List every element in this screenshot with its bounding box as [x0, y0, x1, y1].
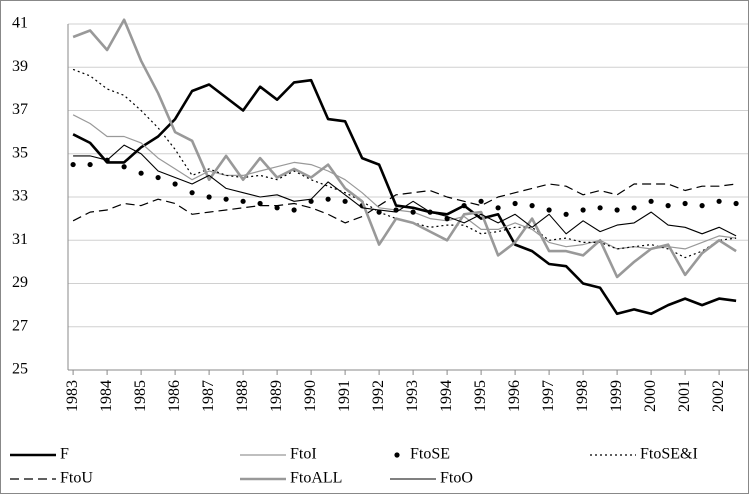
data-point [716, 198, 722, 204]
data-point [172, 181, 178, 187]
data-point [274, 205, 280, 211]
data-point [155, 174, 161, 181]
x-tick-label: 1989 [268, 380, 285, 412]
x-tick-label: 1986 [166, 380, 183, 412]
legend-item: FtoO [390, 470, 473, 487]
data-point [206, 194, 212, 200]
legend-item: F [10, 446, 69, 463]
legend-item: FtoI [240, 446, 317, 463]
data-point [70, 161, 76, 168]
legend-label: FtoALL [290, 470, 342, 487]
data-point [257, 200, 263, 207]
data-point [631, 205, 637, 211]
legend-item: FtoSE [394, 446, 450, 463]
data-point [699, 203, 705, 209]
data-point [733, 200, 739, 207]
x-tick-label: 1993 [404, 380, 421, 412]
data-point [682, 200, 688, 207]
y-tick-label: 37 [12, 101, 28, 118]
data-point [240, 198, 246, 204]
y-tick-label: 41 [12, 15, 28, 32]
x-tick-label: 1995 [472, 380, 489, 412]
data-point [87, 161, 93, 168]
data-point [308, 198, 314, 204]
series-line [72, 18, 737, 279]
x-tick-label: 1994 [438, 380, 455, 412]
legend-label: FtoU [60, 470, 93, 487]
x-tick-label: 1997 [540, 380, 557, 412]
x-tick-label: 1992 [370, 380, 387, 412]
data-point [223, 196, 229, 202]
x-tick-label: 1998 [574, 380, 591, 412]
series-line [72, 183, 737, 224]
data-point [580, 207, 586, 213]
series-line [72, 114, 737, 250]
y-tick-label: 35 [12, 144, 28, 161]
x-tick-label: 2001 [676, 380, 693, 412]
y-tick-label: 29 [12, 274, 28, 291]
data-point [563, 211, 569, 217]
data-point [138, 170, 144, 176]
y-tick-label: 31 [12, 231, 28, 248]
data-point [648, 198, 654, 204]
x-tick-label: 1996 [506, 380, 523, 412]
x-tick-label: 1990 [302, 380, 319, 412]
data-point [597, 205, 603, 211]
legend-item: FtoU [10, 470, 93, 487]
data-point [478, 198, 484, 204]
x-tick-label: 1988 [234, 380, 251, 412]
x-tick-label: 2002 [710, 380, 727, 412]
data-point [291, 207, 297, 213]
y-tick-label: 27 [12, 317, 28, 334]
data-point [614, 207, 620, 213]
x-tick-label: 1983 [64, 380, 81, 412]
x-tick-label: 1991 [336, 380, 353, 412]
data-point [665, 203, 671, 209]
legend-symbol [394, 452, 400, 458]
legend-label: FtoSE&I [640, 446, 698, 463]
legend-item: FtoSE&I [590, 446, 698, 463]
series-line [73, 144, 737, 237]
legend-label: F [60, 446, 69, 463]
x-tick-label: 1984 [98, 380, 115, 412]
data-point [512, 200, 518, 207]
data-point [461, 203, 467, 209]
x-tick-label: 1999 [608, 380, 625, 412]
data-point [529, 203, 535, 209]
data-point [325, 196, 331, 202]
legend-item: FtoALL [240, 470, 342, 487]
x-tick-label: 1987 [200, 380, 217, 412]
data-point [546, 207, 552, 213]
data-point [410, 209, 416, 215]
data-point [495, 205, 501, 211]
x-tick-label: 2000 [642, 380, 659, 412]
data-point [189, 190, 195, 196]
y-tick-label: 39 [12, 58, 28, 75]
y-tick-label: 33 [12, 188, 28, 205]
legend-label: FtoO [440, 470, 473, 487]
data-point [342, 198, 348, 204]
x-tick-label: 1985 [132, 380, 149, 412]
legend-label: FtoSE [410, 446, 450, 463]
legend-label: FtoI [290, 446, 317, 463]
y-tick-label: 25 [12, 361, 28, 378]
data-point [121, 164, 127, 170]
